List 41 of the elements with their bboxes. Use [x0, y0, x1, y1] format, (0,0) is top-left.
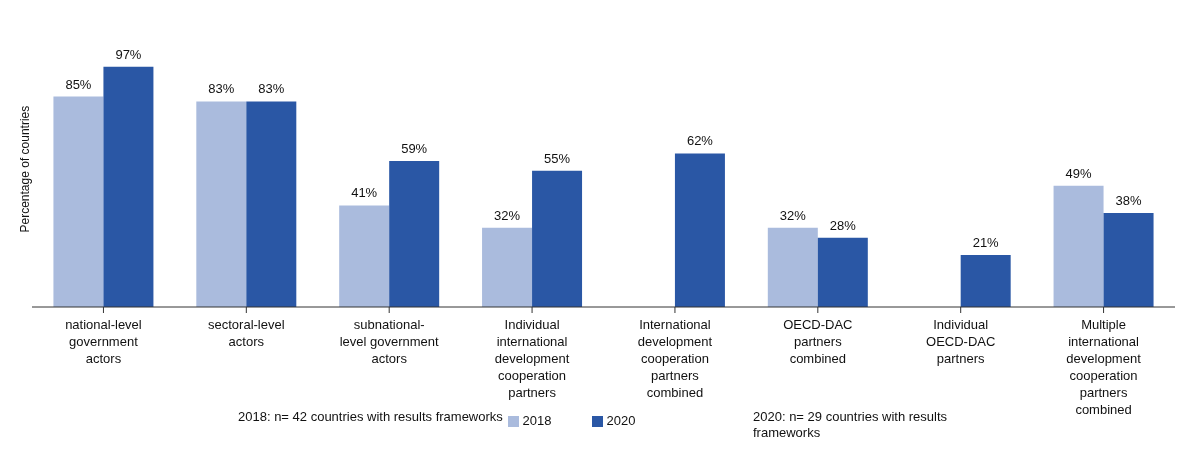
- bar: [482, 227, 533, 307]
- text: 2020: n= 29 countries with results frameworks: [753, 409, 949, 441]
- data-label: 59%: [401, 140, 428, 156]
- data-label: 83%: [258, 81, 285, 97]
- x-tick-label: OECD-DAC partners combined: [783, 317, 853, 366]
- data-label: 32%: [494, 207, 521, 223]
- bar: [960, 255, 1011, 307]
- data-label: 62%: [686, 133, 714, 149]
- data-label: 21%: [972, 235, 1000, 250]
- bar: [1103, 212, 1154, 307]
- bar: [389, 160, 440, 307]
- data-label: 97%: [115, 46, 142, 62]
- x-tick-label: Individual international development cooperation partners: [494, 317, 570, 400]
- data-label: 28%: [829, 217, 857, 233]
- bar: [532, 170, 583, 307]
- x-tick-label: Individual OECD-DAC partners: [926, 317, 996, 366]
- x-tick-label: International development cooperation partners combined: [637, 317, 713, 400]
- text: 2018: n= 42 countries with results frameworks: [238, 409, 503, 425]
- data-label: 49%: [1065, 165, 1092, 181]
- bar: [246, 101, 297, 307]
- data-label: 83%: [208, 81, 235, 97]
- bar: [817, 237, 868, 307]
- bar: [674, 153, 725, 307]
- data-label: 55%: [544, 150, 571, 166]
- data-label: 38%: [1115, 192, 1142, 208]
- data-label: 32%: [779, 207, 807, 223]
- bar: [103, 66, 154, 307]
- x-tick-label: subnational-level government actors: [339, 317, 440, 366]
- x-tick-label: sectoral-level actors: [208, 317, 285, 349]
- data-label: 41%: [351, 185, 378, 201]
- legend-label: 2020: [606, 413, 636, 428]
- bar: [196, 101, 247, 307]
- x-tick-label: Multiple international development cooperation partners combined: [1066, 317, 1142, 417]
- bar: [767, 227, 818, 307]
- bar: [339, 205, 390, 307]
- legend-label: 2018: [522, 413, 552, 428]
- x-tick-label: national-level government actors: [65, 317, 142, 366]
- y-axis-title: Percentage of countries: [18, 105, 33, 233]
- bar: [53, 96, 104, 307]
- bar: [1053, 185, 1104, 307]
- data-label: 85%: [65, 76, 92, 92]
